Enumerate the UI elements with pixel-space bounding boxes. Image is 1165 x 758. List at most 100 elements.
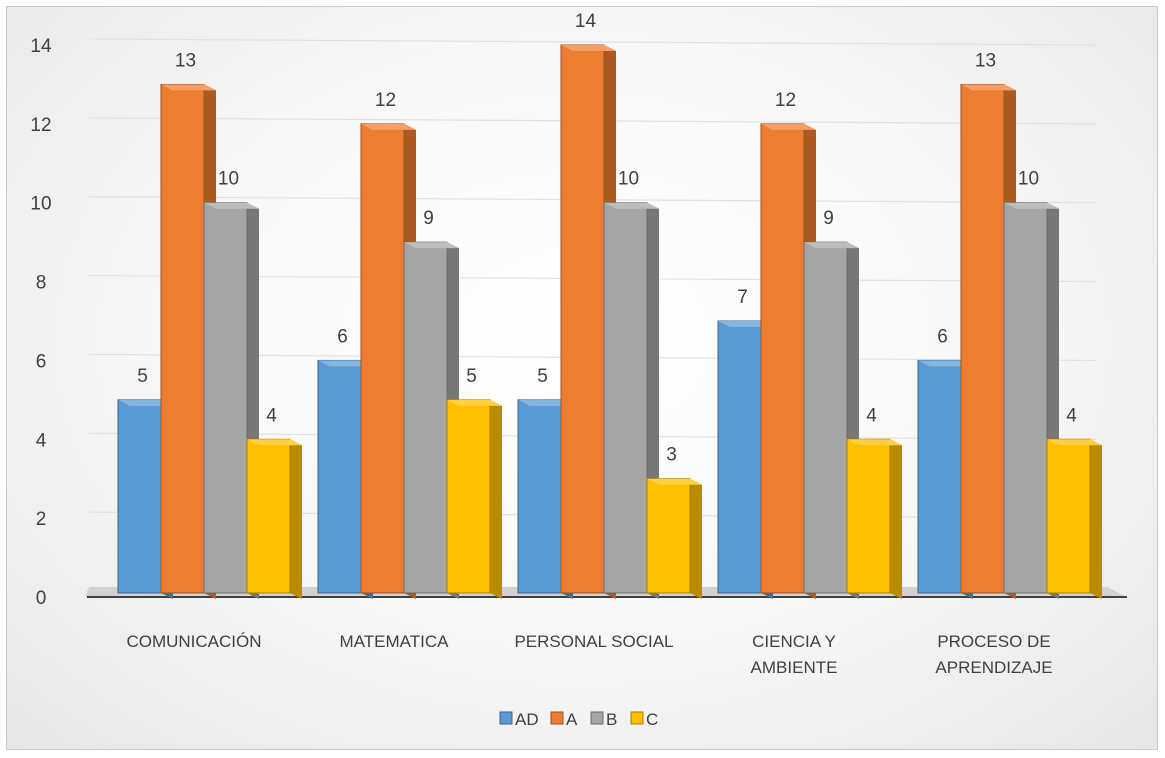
- bar-top-face: [204, 202, 259, 209]
- bar-front-face: [203, 202, 248, 594]
- bar-front-face: [246, 438, 291, 594]
- y-tick-label: 8: [36, 273, 47, 294]
- legend-label-b: B: [606, 710, 617, 729]
- y-tick-label: 10: [30, 194, 51, 215]
- data-label-b: 9: [423, 208, 434, 229]
- legend: AD A B C: [499, 710, 658, 729]
- y-tick-label: 2: [36, 509, 47, 530]
- chart-area: 5 13 10 4 6 12 9 5 5 14 10 3 7 12 9 4 6 13 10 4 0 2 4 6 8 10 12 14…: [6, 6, 1158, 750]
- bar-front-face: [317, 359, 362, 594]
- bar-front-face: [646, 478, 691, 594]
- data-label-a: 14: [575, 11, 597, 32]
- bar-top-face: [961, 84, 1016, 91]
- category-label: PERSONAL SOCIAL: [514, 632, 673, 651]
- data-label-b: 10: [218, 169, 239, 190]
- legend-label-a: A: [566, 710, 578, 729]
- gridline: [88, 38, 1098, 46]
- y-tick-label: 12: [30, 115, 51, 136]
- bar-c-2: [446, 399, 502, 599]
- bar-top-face: [361, 123, 416, 130]
- bar-top-face: [118, 399, 173, 406]
- bar-top-face: [318, 360, 373, 367]
- bar-top-face: [404, 242, 459, 249]
- data-labels: 5 13 10 4 6 12 9 5 5 14 10 3 7 12 9 4 6 13 10 4: [137, 11, 1077, 466]
- data-label-b: 9: [823, 208, 834, 229]
- legend-swatch-c: [630, 711, 644, 725]
- bar-top-face: [561, 45, 616, 51]
- bar-top-face: [518, 399, 573, 406]
- bar-a-2: [360, 123, 416, 599]
- data-label-ad: 6: [337, 326, 348, 347]
- legend-label-ad: AD: [515, 710, 539, 729]
- data-label-a: 13: [175, 50, 196, 71]
- y-tick-label: 0: [36, 588, 47, 609]
- bar-top-face: [804, 242, 859, 249]
- bar-front-face: [603, 202, 648, 594]
- bar-top-face: [718, 321, 773, 327]
- bar-c-3: [646, 478, 702, 599]
- bar-c-4: [846, 438, 902, 599]
- bar-front-face: [403, 241, 448, 594]
- data-label-ad: 6: [937, 326, 948, 347]
- bar-front-face: [917, 359, 962, 594]
- data-label-c: 4: [266, 405, 277, 426]
- bar-top-face: [918, 360, 973, 367]
- data-label-a: 12: [375, 90, 396, 111]
- bar-front-face: [846, 438, 891, 594]
- bar-top-face: [647, 478, 702, 485]
- bar-side-face: [490, 399, 502, 599]
- y-tick-label: 14: [30, 36, 52, 57]
- legend-swatch-ad: [499, 711, 513, 725]
- data-label-ad: 7: [737, 287, 748, 308]
- data-label-c: 5: [466, 366, 477, 387]
- bar-top-face: [604, 202, 659, 209]
- data-label-a: 13: [975, 50, 996, 71]
- y-tick-label: 6: [36, 351, 47, 372]
- bar-top-face: [847, 439, 902, 446]
- legend-label-c: C: [646, 710, 658, 729]
- data-label-b: 10: [618, 169, 639, 190]
- data-label-c: 3: [666, 445, 677, 466]
- y-tick-label: 4: [36, 430, 47, 451]
- bar-top-face: [1047, 439, 1102, 446]
- bars: [117, 44, 1102, 599]
- legend-swatch-b: [590, 711, 604, 725]
- bar-front-face: [560, 44, 605, 594]
- category-label: PROCESO DE: [937, 632, 1050, 651]
- category-label: COMUNICACIÓN: [126, 632, 261, 651]
- bar-front-face: [1003, 202, 1048, 594]
- bar-c-5: [1046, 438, 1102, 599]
- bar-top-face: [761, 123, 816, 130]
- bar-top-face: [247, 439, 302, 446]
- bar-front-face: [517, 399, 562, 594]
- data-label-c: 4: [866, 405, 877, 426]
- category-label: MATEMATICA: [340, 632, 450, 651]
- bar-side-face: [690, 478, 702, 599]
- bar-b-3: [603, 202, 659, 599]
- bar-b-2: [403, 241, 459, 599]
- data-label-ad: 5: [537, 366, 548, 387]
- category-label: APRENDIZAJE: [935, 658, 1052, 677]
- data-label-b: 10: [1018, 169, 1039, 190]
- bar-c-1: [246, 438, 302, 599]
- data-label-c: 4: [1066, 405, 1077, 426]
- bar-top-face: [447, 399, 502, 406]
- bar-top-face: [161, 84, 216, 91]
- bar-side-face: [290, 439, 302, 599]
- bar-front-face: [360, 123, 405, 594]
- category-label: CIENCIA Y: [752, 632, 836, 651]
- bar-side-face: [890, 439, 902, 599]
- bar-front-face: [803, 241, 848, 594]
- bar-front-face: [160, 83, 205, 594]
- bar-side-face: [1090, 439, 1102, 599]
- bar-front-face: [117, 399, 162, 594]
- bar-top-face: [1004, 202, 1059, 209]
- bar-front-face: [717, 320, 762, 594]
- axis-labels: 0 2 4 6 8 10 12 14 COMUNICACIÓN MATEMATICA PERSONA…: [30, 36, 1052, 677]
- data-label-a: 12: [775, 90, 796, 111]
- data-label-ad: 5: [137, 366, 148, 387]
- bar-front-face: [446, 399, 491, 594]
- bar-front-face: [760, 123, 805, 594]
- bar-chart: 5 13 10 4 6 12 9 5 5 14 10 3 7 12 9 4 6 13 10 4 0 2 4 6 8 10 12 14…: [30, 11, 1127, 729]
- legend-swatch-a: [550, 711, 564, 725]
